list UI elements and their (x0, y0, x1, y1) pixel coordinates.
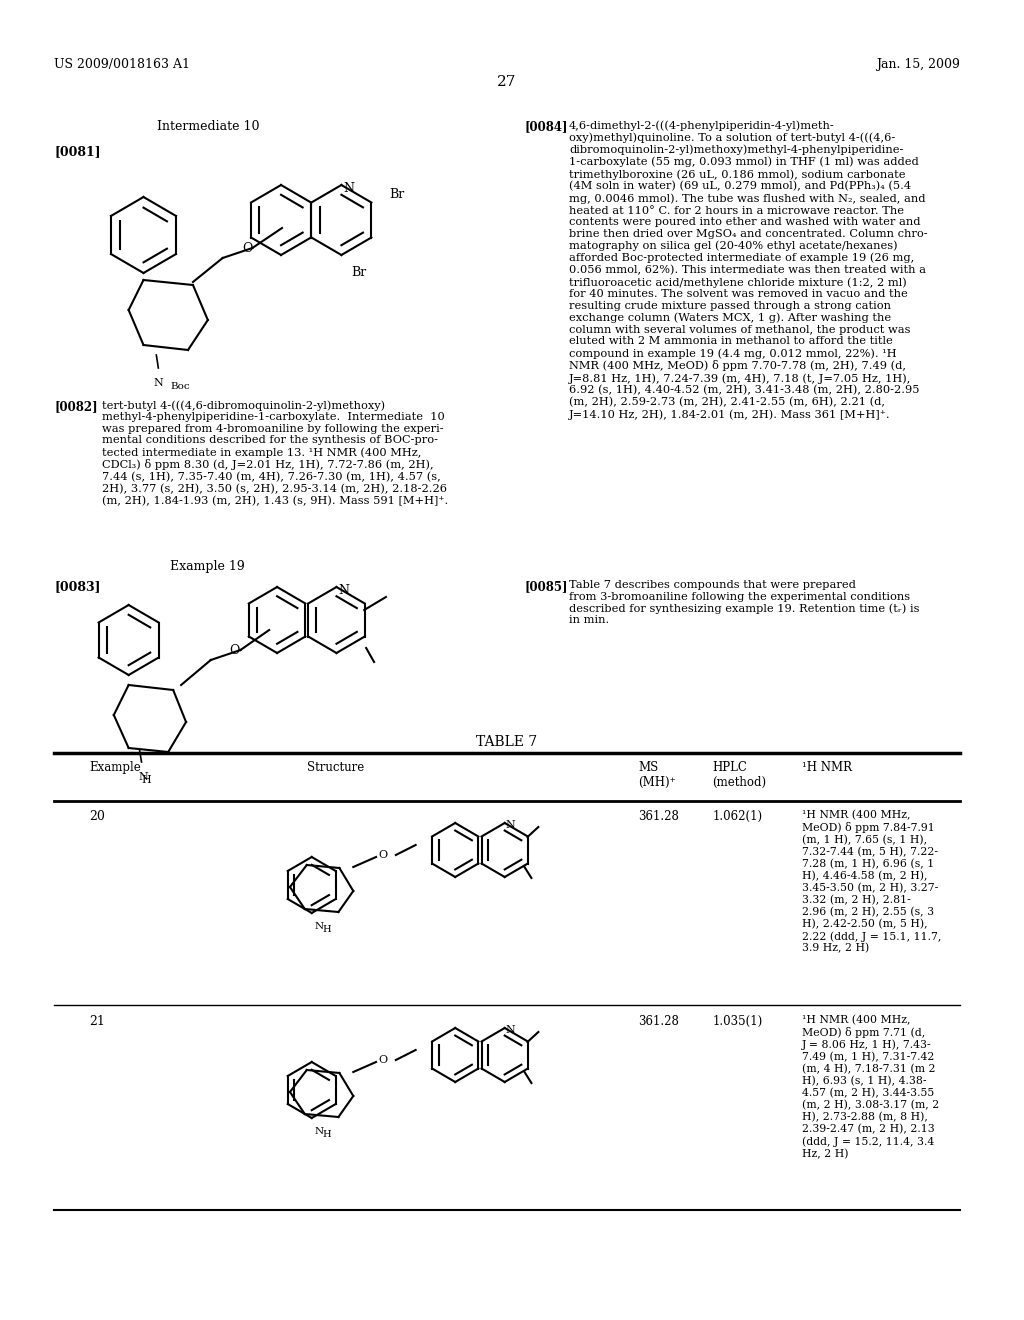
Text: Intermediate 10: Intermediate 10 (157, 120, 259, 133)
Text: 1.062(1): 1.062(1) (713, 810, 763, 822)
Text: TABLE 7: TABLE 7 (476, 735, 538, 748)
Text: H: H (323, 1130, 331, 1139)
Text: 20: 20 (89, 810, 104, 822)
Text: Table 7 describes compounds that were prepared
from 3-bromoaniline following the: Table 7 describes compounds that were pr… (569, 579, 920, 626)
Text: Br: Br (351, 265, 367, 279)
Text: 27: 27 (497, 75, 516, 88)
Text: N: N (314, 921, 324, 931)
Text: Br: Br (389, 189, 404, 202)
Text: Example: Example (89, 762, 141, 774)
Text: ¹H NMR (400 MHz,
MeOD) δ ppm 7.84-7.91
(m, 1 H), 7.65 (s, 1 H),
7.32-7.44 (m, 5 : ¹H NMR (400 MHz, MeOD) δ ppm 7.84-7.91 (… (802, 810, 941, 953)
Text: [0085]: [0085] (524, 579, 568, 593)
Text: 361.28: 361.28 (638, 810, 679, 822)
Text: 21: 21 (89, 1015, 104, 1028)
Text: 1.035(1): 1.035(1) (713, 1015, 763, 1028)
Text: Example 19: Example 19 (170, 560, 245, 573)
Text: H: H (323, 925, 331, 935)
Text: [0081]: [0081] (54, 145, 101, 158)
Text: O: O (243, 242, 253, 255)
Text: Jan. 15, 2009: Jan. 15, 2009 (877, 58, 959, 71)
Text: ¹H NMR: ¹H NMR (802, 762, 852, 774)
Text: N: N (506, 820, 515, 830)
Text: HPLC
(method): HPLC (method) (713, 762, 767, 789)
Text: ¹H NMR (400 MHz,
MeOD) δ ppm 7.71 (d,
J = 8.06 Hz, 1 H), 7.43-
7.49 (m, 1 H), 7.: ¹H NMR (400 MHz, MeOD) δ ppm 7.71 (d, J … (802, 1015, 939, 1159)
Text: tert-butyl 4-(((4,6-dibromoquinolin-2-yl)methoxy)
methyl-4-phenylpiperidine-1-ca: tert-butyl 4-(((4,6-dibromoquinolin-2-yl… (102, 400, 449, 507)
Text: N: N (154, 378, 163, 388)
Text: [0082]: [0082] (54, 400, 98, 413)
Text: US 2009/0018163 A1: US 2009/0018163 A1 (54, 58, 190, 71)
Text: O: O (378, 1055, 387, 1065)
Text: Boc: Boc (170, 381, 189, 391)
Text: O: O (378, 850, 387, 861)
Text: N: N (506, 1026, 515, 1035)
Text: H: H (141, 775, 152, 785)
Text: N: N (314, 1127, 324, 1137)
Text: 361.28: 361.28 (638, 1015, 679, 1028)
Text: N: N (138, 772, 148, 781)
Text: N: N (344, 181, 355, 194)
Text: 4,6-dimethyl-2-(((4-phenylpiperidin-4-yl)meth-
oxy)methyl)quinoline. To a soluti: 4,6-dimethyl-2-(((4-phenylpiperidin-4-yl… (569, 120, 928, 420)
Text: N: N (338, 583, 349, 597)
Text: [0084]: [0084] (524, 120, 568, 133)
Text: O: O (229, 644, 240, 656)
Text: MS
(MH)⁺: MS (MH)⁺ (638, 762, 676, 789)
Text: Structure: Structure (307, 762, 364, 774)
Text: [0083]: [0083] (54, 579, 101, 593)
